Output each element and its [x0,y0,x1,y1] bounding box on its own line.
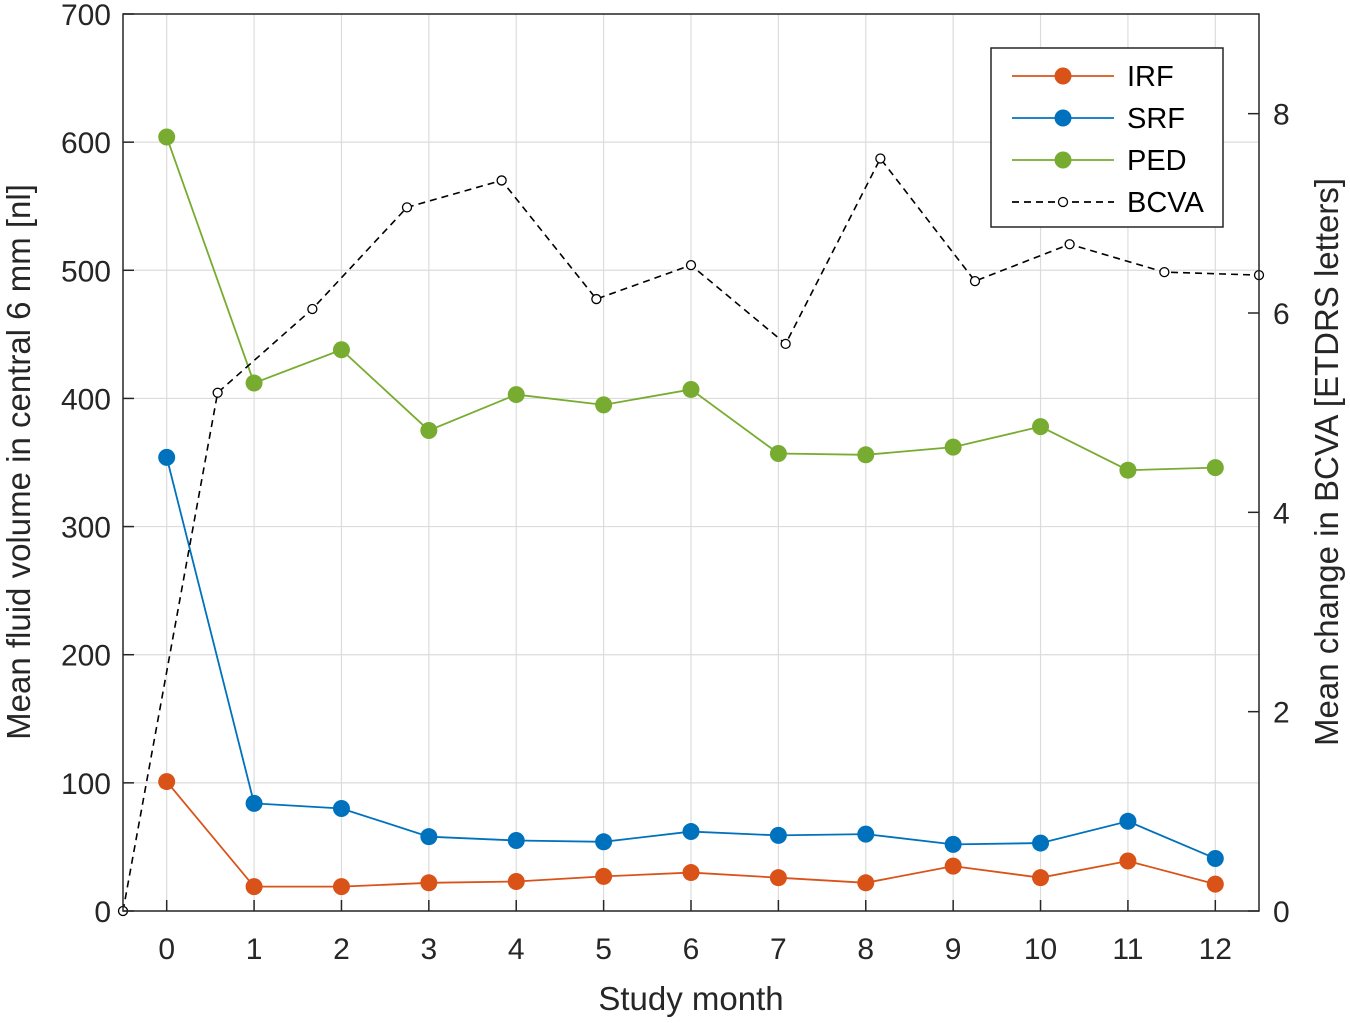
data-point-bcva [307,303,318,315]
data-point-irf [1119,852,1137,870]
data-point-srf [944,835,962,853]
ticks: 0 1 2 3 4 5 6 7 8 9 10 11 12010020030040050060070002… [61,0,1290,966]
data-point-bcva [591,293,602,305]
data-point-bcva [969,275,981,287]
y-tick-label: 200 [61,640,111,673]
x-tick-label: 2 [333,933,350,966]
data-point-bcva [401,202,413,213]
data-point-srf [682,823,700,841]
data-point-srf [1032,834,1050,852]
y-tick-label: 400 [61,383,111,416]
data-point-ped [682,380,700,398]
series-layer [117,128,1265,917]
data-point-ped [595,396,613,414]
data-point-srf [1119,812,1137,830]
data-point-srf [769,826,787,844]
data-point-irf [420,874,438,892]
y-tick-label: 700 [61,0,111,32]
x-tick-label: 6 [683,933,700,966]
y-tick-label: 600 [61,127,111,160]
data-point-irf [857,874,875,892]
y-right-tick-label: 6 [1273,298,1290,331]
data-point-srf [1206,849,1224,867]
y-tick-label: 100 [61,768,111,801]
data-point-irf [1032,869,1050,887]
data-point-irf [158,773,176,791]
x-tick-label: 11 [1112,933,1143,966]
data-point-irf [245,878,263,896]
data-point-srf [507,832,525,850]
y-right-tick-label: 4 [1273,497,1290,530]
data-point-irf [507,873,525,891]
legend-marker-srf [1054,109,1072,127]
data-point-srf [158,448,176,466]
data-point-bcva [1064,239,1075,250]
data-point-srf [245,794,263,812]
data-point-bcva [1159,266,1170,278]
y-tick-label: 500 [61,255,111,288]
data-point-ped [857,446,875,464]
data-point-srf [595,833,613,851]
y-right-axis-label: Mean change in BCVA [ETDRS letters] [1308,178,1345,746]
legend-marker-ped [1054,151,1072,169]
legend-marker-bcva [1057,196,1069,208]
data-point-ped [1032,418,1050,436]
x-tick-label: 0 [158,933,175,966]
x-tick-label: 1 [246,933,263,966]
data-point-ped [245,374,263,392]
data-point-bcva [780,338,791,350]
data-point-ped [420,421,438,439]
data-point-ped [944,438,962,456]
data-point-irf [682,864,700,882]
legend-box [990,47,1224,228]
data-point-irf [332,878,350,896]
y-right-tick-label: 8 [1273,99,1290,132]
legend-label-srf: SRF [1127,103,1185,135]
data-point-ped [507,386,525,404]
x-tick-label: 5 [595,933,612,966]
data-point-irf [1206,875,1224,893]
data-point-irf [944,857,962,875]
x-tick-label: 3 [421,933,438,966]
data-point-ped [1119,461,1137,479]
legend-label-irf: IRF [1127,61,1174,93]
x-tick-label: 12 [1199,933,1232,966]
data-point-bcva [685,260,697,271]
data-point-srf [857,825,875,843]
data-point-ped [158,128,176,146]
legend-label-bcva: BCVA [1127,187,1204,219]
y-tick-label: 0 [94,896,111,929]
x-tick-label: 9 [945,933,962,966]
x-tick-label: 7 [770,933,787,966]
data-point-srf [420,828,438,846]
y-right-tick-label: 0 [1273,896,1290,929]
data-point-bcva [212,387,223,398]
y-tick-label: 300 [61,512,111,545]
data-point-irf [595,867,613,885]
data-point-ped [1206,459,1224,477]
data-point-bcva [875,153,886,164]
x-tick-label: 8 [857,933,874,966]
x-tick-label: 10 [1024,933,1057,966]
legend: IRF SRF PED BCVA [990,47,1224,228]
x-tick-label: 4 [508,933,525,966]
data-point-ped [769,445,787,463]
legend-label-ped: PED [1127,145,1187,177]
data-point-srf [332,799,350,817]
data-point-irf [769,869,787,887]
data-point-ped [332,341,350,359]
legend-marker-irf [1054,67,1072,85]
y-axis-label: Mean fluid volume in central 6 mm [nl] [0,184,37,740]
x-axis-label: Study month [598,980,783,1017]
y-right-tick-label: 2 [1273,697,1290,730]
data-point-bcva [496,175,507,186]
